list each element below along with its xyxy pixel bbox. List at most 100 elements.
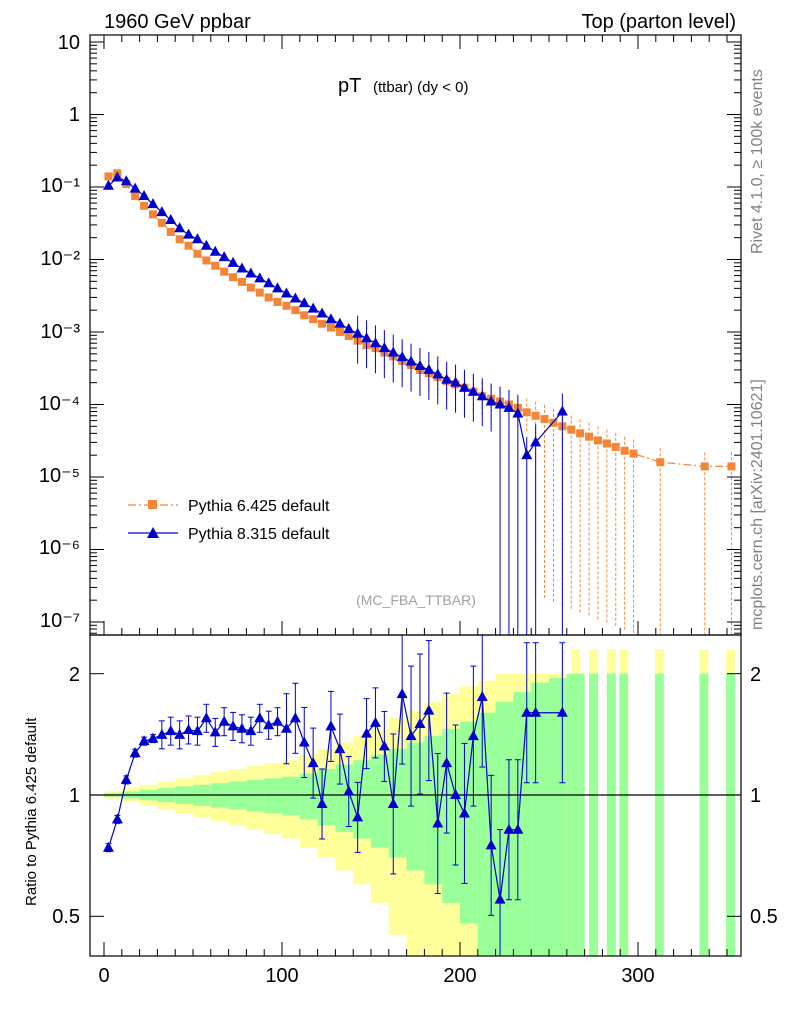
point-pythia6 [700,462,709,471]
point-pythia8 [369,337,381,348]
main-plot-frame [89,34,742,636]
ratio-point [485,839,497,850]
plot-title-sub: (ttbar) (dy < 0) [373,79,468,96]
ratio-point [476,691,488,702]
point-pythia6 [220,267,229,276]
point-pythia6 [344,332,353,341]
ratio-point [450,789,462,799]
point-pythia8 [316,307,328,318]
ratio-point [423,704,435,715]
ratio-point [280,722,292,733]
ratio-point [334,743,346,754]
ratio-point [111,813,123,824]
point-pythia8 [521,449,533,460]
side-text-rivet: Rivet 4.1.0, ≥ 100k events [749,69,766,254]
point-pythia6 [202,256,211,265]
point-pythia8 [414,359,426,370]
point-pythia8 [138,190,150,201]
band-inner-segment [531,682,549,956]
point-pythia8 [245,267,257,278]
point-pythia8 [476,390,488,401]
point-pythia6 [175,235,184,244]
point-pythia6 [602,439,611,448]
point-pythia6 [629,449,638,458]
point-pythia6 [300,311,309,320]
point-pythia6 [335,328,344,336]
point-pythia8 [263,277,275,288]
ratio-point [102,841,114,852]
point-pythia6 [237,277,246,286]
ratio-point [378,740,390,751]
y-tick-label: 10 [58,32,80,54]
ratio-point [494,893,506,904]
x-tick-labels: 0 100 200 300 [98,965,654,987]
point-pythia6 [291,306,300,315]
point-pythia6 [157,218,166,227]
point-pythia6 [567,425,576,434]
ratio-point [307,757,319,768]
band-inner-segment [371,754,389,848]
ratio-point [521,706,533,717]
band-inner-segment [299,773,318,820]
series-lines [102,169,736,957]
point-pythia6 [656,458,665,467]
point-pythia6 [585,432,594,441]
ratio-y-tick-labels-left: 2 1 0.5 [52,664,80,928]
point-pythia6 [166,227,175,236]
point-pythia8 [343,322,355,333]
point-pythia6 [318,319,327,328]
point-pythia8 [280,287,292,298]
point-pythia6 [531,411,540,420]
point-pythia8 [218,251,230,262]
ratio-point [191,725,203,736]
point-pythia8 [432,368,444,379]
ratio-point [387,797,399,808]
point-pythia8 [352,327,364,338]
ratio-point [200,712,212,723]
band-inner-segment [246,779,265,812]
ratio-tick-label: 2 [750,664,761,686]
point-pythia6 [576,429,585,438]
point-pythia8 [378,342,390,353]
band-inner-stripe [589,673,598,956]
y-tick-label: 10⁻³ [41,321,81,343]
band-inner-segment [477,712,496,956]
ratio-point [147,732,159,743]
point-pythia8 [423,363,435,374]
point-pythia8 [494,398,506,409]
band-inner-segment [460,721,478,924]
analysis-tag: (MC_FBA_TTBAR) [356,592,476,608]
ratio-point [120,773,132,784]
point-pythia8 [485,395,497,406]
point-pythia8 [183,228,195,239]
plot-title-main: pT [338,75,361,97]
ratio-point [156,728,168,739]
x-tick-label: 100 [265,965,298,987]
point-pythia8 [156,206,168,217]
header-left: 1960 GeV ppbar [104,11,251,33]
point-pythia6 [246,283,255,292]
point-pythia8 [556,405,568,416]
ratio-point [183,723,195,734]
ratio-point [325,720,337,731]
ratio-point [218,715,230,726]
ratio-tick-label: 2 [69,664,80,686]
y-tick-label: 10⁻⁴ [39,393,80,415]
y-tick-label: 10⁻⁶ [39,537,80,559]
ratio-point [396,688,408,699]
ratio-point [352,811,364,822]
ratio-point [254,712,266,723]
point-pythia6 [211,261,220,270]
point-pythia8 [503,401,515,412]
point-pythia6 [148,210,157,219]
point-pythia6 [184,241,193,250]
ratio-tick-label: 0.5 [52,906,80,928]
point-pythia8 [298,297,310,308]
ratio-plot-frame [89,634,742,957]
band-inner-stripe [571,673,581,956]
ratio-point [227,720,239,731]
point-pythia8 [458,381,470,392]
band-inner-segment [282,776,300,816]
series-line-pythia6 [108,172,732,468]
ratio-point [343,785,355,796]
